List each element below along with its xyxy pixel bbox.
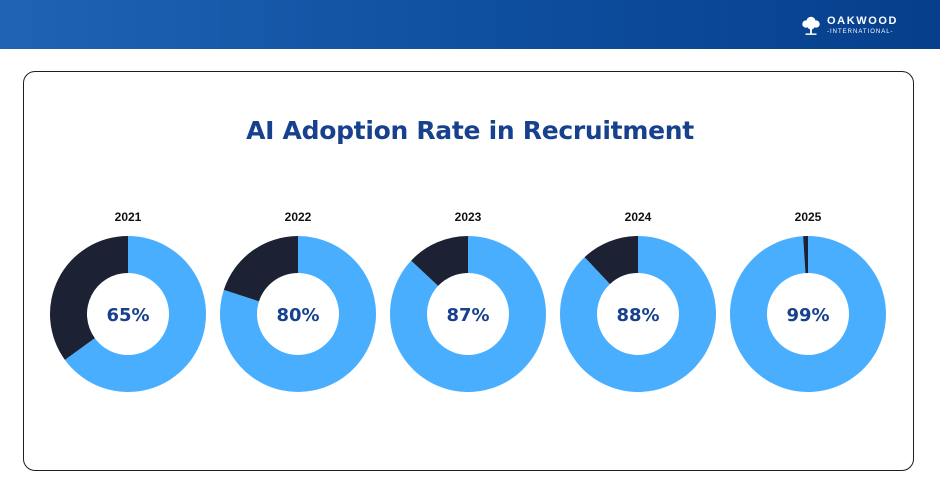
donut-slice-adopted — [730, 236, 887, 392]
percent-label: 65% — [106, 305, 149, 326]
donut-slice-remaining — [411, 236, 468, 286]
tree-icon — [802, 16, 820, 35]
donut-2024: 2024 88% — [560, 210, 716, 392]
year-label: 2025 — [795, 210, 822, 224]
donut-2021: 2021 65% — [49, 210, 206, 392]
donut-slice-adopted — [560, 236, 716, 392]
brand-logo[interactable]: OAKWOOD -INTERNATIONAL- — [800, 12, 898, 38]
year-label: 2021 — [115, 210, 142, 224]
donut-slice-remaining — [803, 236, 808, 274]
logo-subtitle: -INTERNATIONAL- — [827, 28, 894, 35]
logo-text: OAKWOOD -INTERNATIONAL- — [827, 14, 899, 35]
logo-name: OAKWOOD — [827, 14, 899, 27]
donut-slice-remaining — [584, 236, 638, 285]
percent-label: 80% — [276, 305, 319, 326]
donut-slice-adopted — [64, 236, 206, 392]
donut-slice-adopted — [390, 236, 546, 393]
year-label: 2024 — [625, 210, 652, 224]
donut-slice-adopted — [219, 236, 376, 392]
year-label: 2023 — [455, 210, 482, 224]
donut-2023: 2023 87% — [390, 210, 546, 393]
donut-2022: 2022 80% — [219, 210, 376, 392]
header-bar: OAKWOOD -INTERNATIONAL- — [0, 0, 940, 49]
donut-slice-remaining — [223, 236, 298, 302]
donut-slice-remaining — [49, 236, 129, 360]
percent-label: 88% — [616, 305, 659, 326]
percent-label: 99% — [786, 305, 829, 326]
donut-2025: 2025 99% — [730, 210, 887, 392]
percent-label: 87% — [446, 305, 489, 326]
year-label: 2022 — [285, 210, 312, 224]
chart-title: AI Adoption Rate in Recruitment — [246, 116, 694, 145]
